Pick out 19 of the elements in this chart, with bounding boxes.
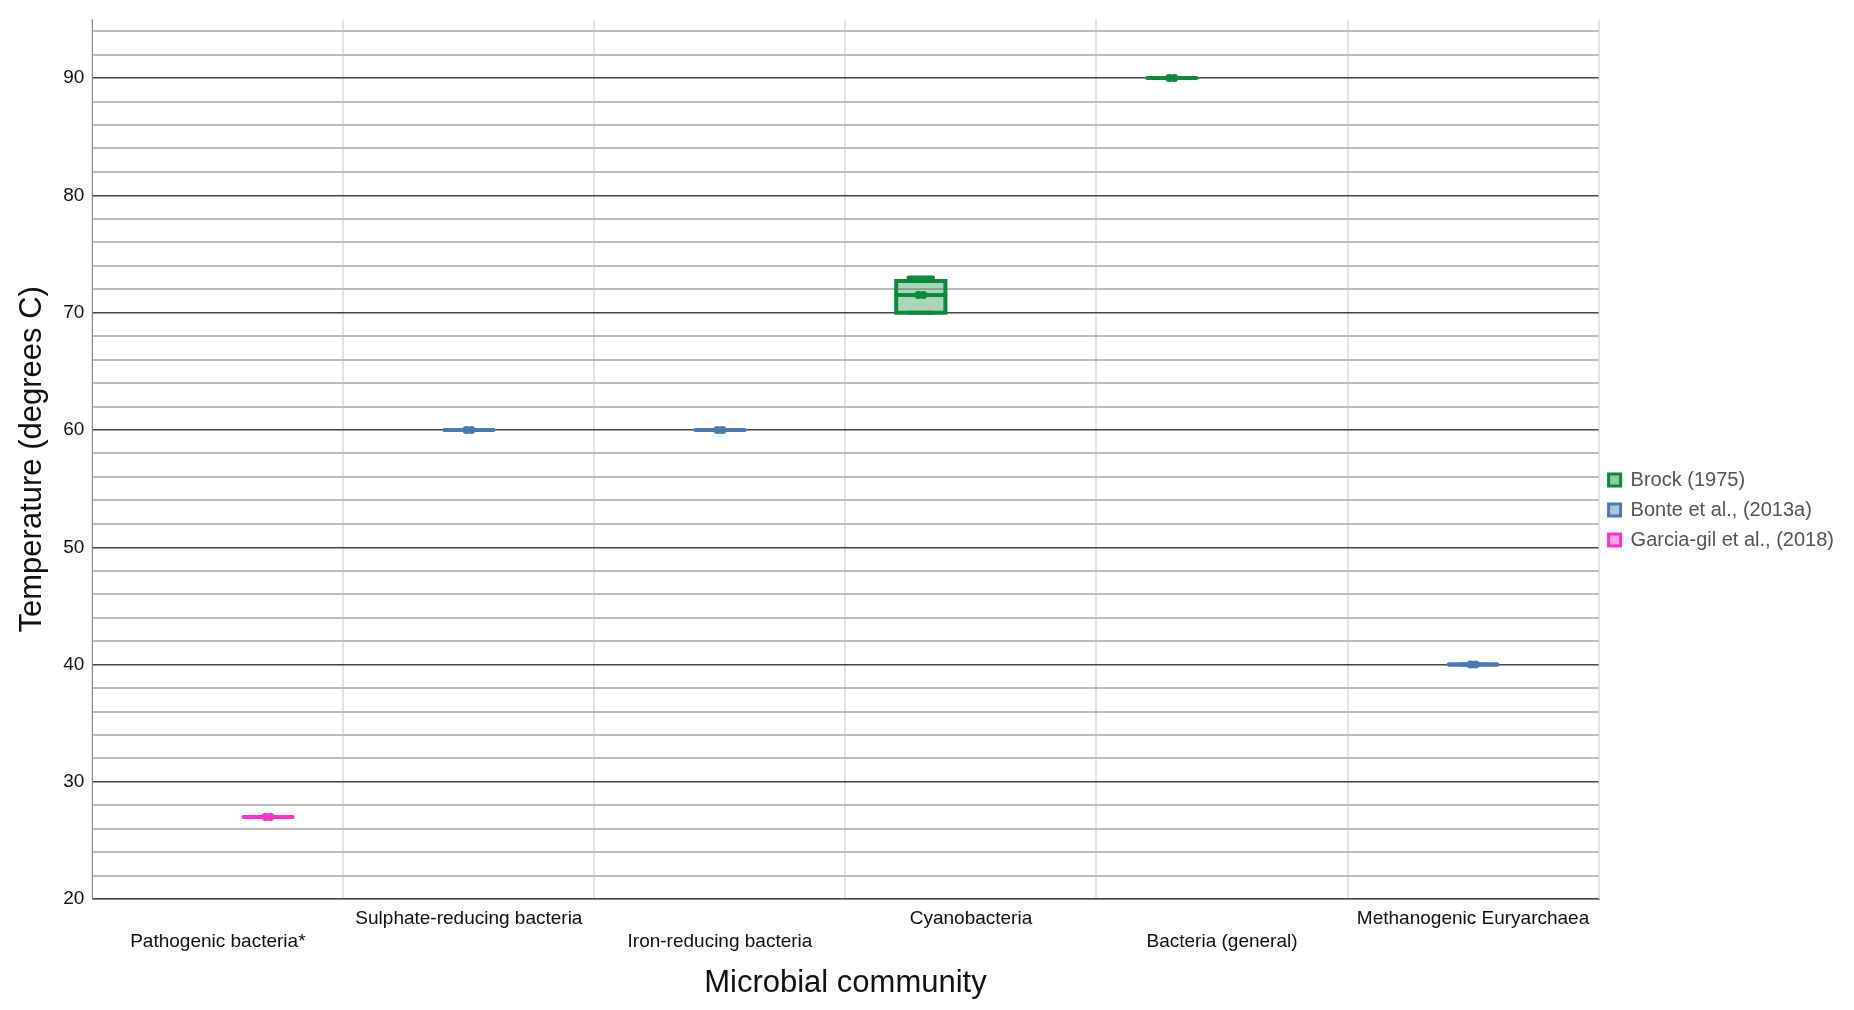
x-tick-label: Cyanobacteria	[909, 906, 1033, 928]
y-tick-label: 30	[63, 770, 85, 792]
y-tick-label: 40	[63, 652, 85, 674]
y-tick-label: 20	[63, 887, 85, 909]
y-tick-label: 70	[63, 300, 85, 322]
x-tick-label: Bacteria (general)	[1146, 929, 1298, 951]
legend-label: Garcia-gil et al., (2018)	[1630, 527, 1834, 550]
legend-label: Bonte et al., (2013a)	[1630, 497, 1812, 520]
y-tick-label: 90	[63, 66, 85, 88]
x-tick-label: Methanogenic Euryarchaea	[1356, 906, 1590, 928]
x-tick-label: Iron-reducing bacteria	[627, 929, 813, 951]
y-axis-title: Temperature (degrees C)	[13, 286, 49, 633]
y-tick-label: 50	[63, 535, 85, 557]
legend-label: Brock (1975)	[1630, 467, 1746, 490]
y-tick-label: 80	[63, 183, 85, 205]
y-tick-label: 60	[63, 418, 85, 440]
x-tick-label: Pathogenic bacteria*	[130, 929, 307, 951]
x-axis-title: Microbial community	[704, 963, 988, 999]
x-tick-label: Sulphate-reducing bacteria	[355, 906, 583, 928]
